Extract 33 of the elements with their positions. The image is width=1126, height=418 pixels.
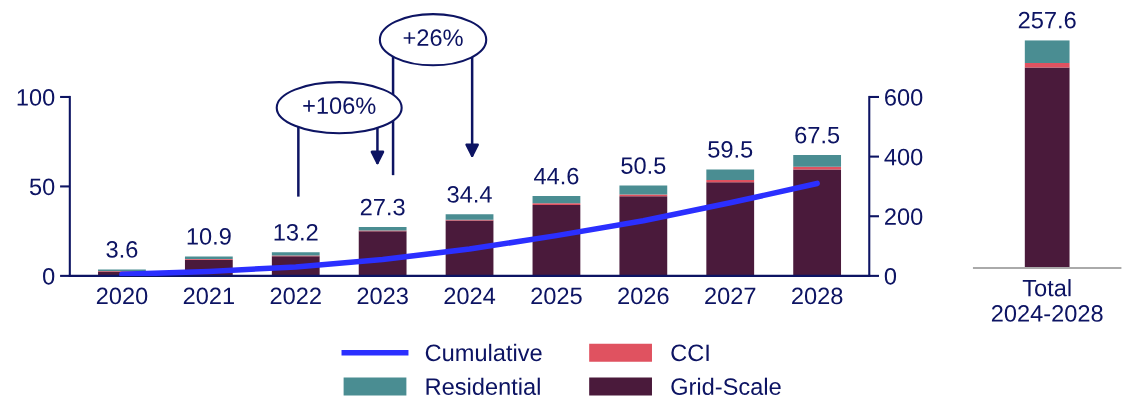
x-tick-label: 2026 <box>618 287 669 305</box>
total-label: 50.5 <box>621 157 666 174</box>
x-tick-label: 2025 <box>531 287 582 305</box>
total-label: 3.6 <box>106 241 138 258</box>
x-tick-label: 2024 <box>444 287 496 305</box>
total-label: 59.5 <box>708 141 753 158</box>
y2-tick-label: 200 <box>885 208 923 226</box>
x-tick-label: 2027 <box>705 287 756 305</box>
x-tick-label: 2023 <box>357 287 408 305</box>
y2-tick-label: 400 <box>884 148 923 166</box>
total-label: 44.6 <box>534 167 579 185</box>
total-label: 27.3 <box>360 198 405 216</box>
total-label: 34.4 <box>447 186 492 203</box>
legend-label: Residential <box>426 377 540 395</box>
legend-label: Cumulative <box>425 343 542 362</box>
x-tick-label: 2020 <box>96 287 148 305</box>
x-tick-label: 2022 <box>270 287 321 305</box>
y-tick-label: 50 <box>29 178 55 196</box>
y2-tick-label: 600 <box>885 89 923 106</box>
total-label: 13.2 <box>274 223 318 241</box>
annotation: 257.6 <box>1018 11 1076 29</box>
x-tick-label: Total 2024-2028 <box>991 279 1103 322</box>
x-tick-label: 2021 <box>183 287 234 305</box>
y2-tick-label: 0 <box>884 267 897 285</box>
text: +26% <box>403 29 463 47</box>
total-label: 10.9 <box>187 228 231 245</box>
legend-label: Grid-Scale <box>671 377 781 395</box>
total-label: 67.5 <box>795 126 840 144</box>
legend-label: CCI <box>671 344 709 362</box>
y-tick-label: 0 <box>43 267 55 285</box>
annotation: +106% <box>303 97 376 115</box>
x-tick-label: 2028 <box>792 287 843 305</box>
y-tick-label: 100 <box>17 89 55 106</box>
